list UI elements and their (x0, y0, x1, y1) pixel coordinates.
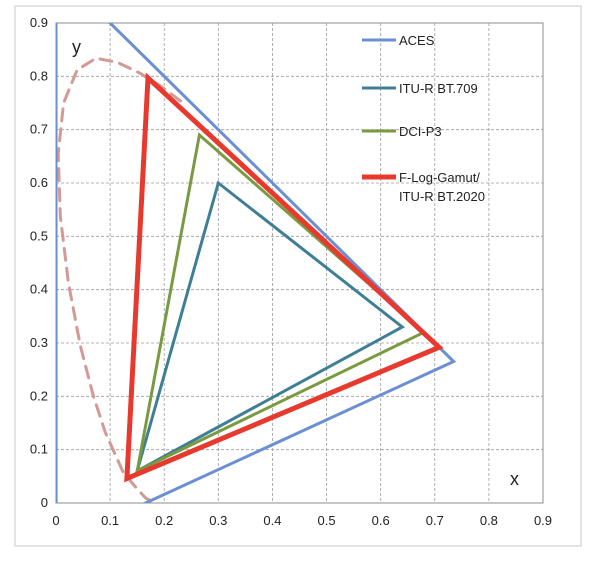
tick-labels: 0 0.1 0.2 0.3 0.4 0.5 0.6 0.7 0.8 0.9 0 0.1 0.2 0.3 0.… (30, 15, 552, 528)
x-tick-label: 0.1 (101, 513, 119, 528)
grid (55, 22, 544, 504)
x-tick-label: 0.9 (534, 513, 552, 528)
y-tick-label: 0.4 (30, 282, 48, 297)
x-tick-label: 0.4 (263, 513, 281, 528)
y-tick-label: 0.6 (30, 175, 48, 190)
y-axis-label: y (72, 37, 81, 57)
legend-label: ITU-R BT.709 (399, 81, 478, 96)
legend-label: ITU-R BT.2020 (399, 189, 485, 204)
x-tick-label: 0.6 (372, 513, 390, 528)
series-f-log-gamut-itu-r-bt-2020-triangle (124, 72, 444, 483)
chart-border (14, 5, 582, 547)
legend-label: F-Log-Gamut/ (399, 170, 480, 185)
y-tick-label: 0.5 (30, 228, 48, 243)
legend-label: ACES (399, 33, 435, 48)
y-tick-label: 0.8 (30, 68, 48, 83)
x-tick-label: 0.3 (209, 513, 227, 528)
series-dci-p3-triangle (135, 132, 427, 474)
y-tick-label: 0.3 (30, 335, 48, 350)
x-tick-label: 0.5 (318, 513, 336, 528)
x-tick-label: 0 (52, 513, 59, 528)
legend-label: DCI-P3 (399, 124, 442, 139)
y-tick-label: 0.9 (30, 15, 48, 30)
y-tick-label: 0.1 (30, 442, 48, 457)
y-tick-label: 0 (41, 495, 48, 510)
x-tick-label: 0.8 (480, 513, 498, 528)
series-aces-triangle (56, 23, 457, 503)
series-itu-r-bt-709-triangle (134, 180, 406, 475)
plot-area (56, 23, 457, 503)
x-tick-label: 0.2 (155, 513, 173, 528)
x-tick-label: 0.7 (426, 513, 444, 528)
y-tick-label: 0.2 (30, 388, 48, 403)
y-tick-label: 0.7 (30, 122, 48, 137)
x-axis-label: x (510, 469, 519, 489)
legend: ACES ITU-R BT.709 DCI-P3 F-Log-Gamut/ITU-R … (362, 33, 485, 204)
